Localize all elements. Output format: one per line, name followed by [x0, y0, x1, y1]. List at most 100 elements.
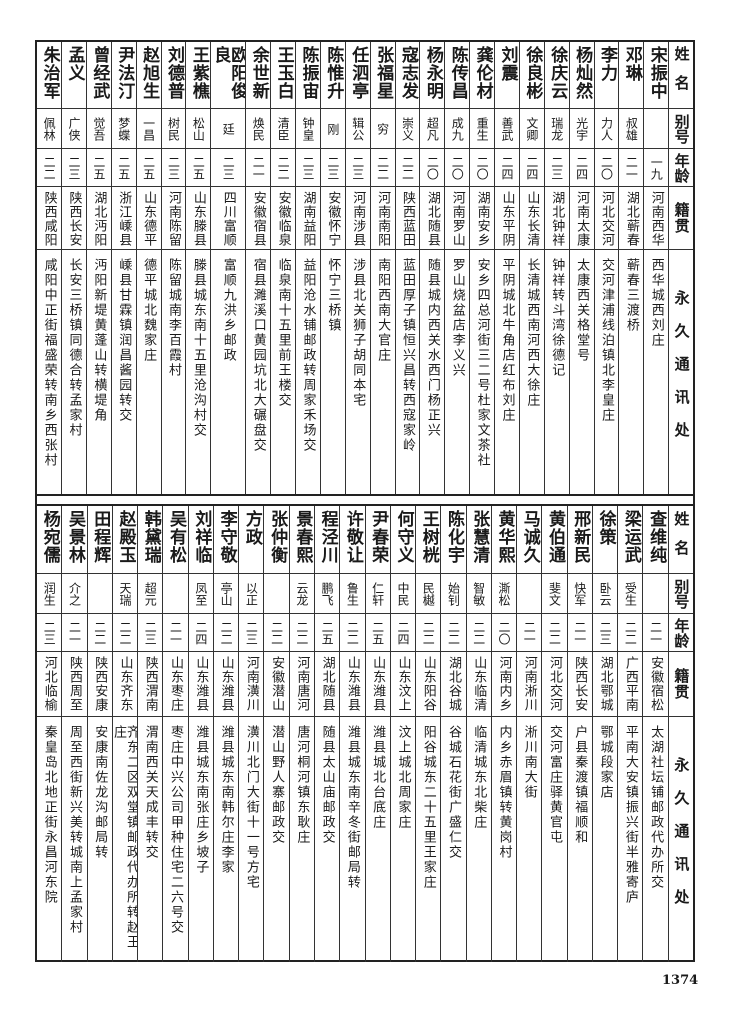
alias-cell: 清臣	[271, 109, 295, 149]
name-text: 程泾川	[317, 510, 338, 564]
name-cell: 陈传昌	[445, 42, 470, 109]
person-column: 徐良彬 文卿 二四 山东长清 长清城西南河西大徐庄	[518, 42, 544, 494]
age-cell: 二五	[111, 149, 136, 187]
address-text: 长清城西南河西大徐庄	[524, 258, 540, 408]
origin-text: 山东临清	[471, 656, 487, 712]
name-cell: 王紫樵	[186, 42, 211, 109]
origin-text: 河南淅川	[521, 656, 537, 712]
person-column: 孟义 广侠 二三 陕西长安 长安三桥镇同德合转孟家村	[61, 42, 86, 494]
alias-text: 光宇	[574, 116, 589, 141]
origin-text: 河北交河	[547, 656, 563, 712]
address-cell: 潍县城东南韩尔庄李家	[214, 717, 238, 962]
name-cell: 杨灿然	[569, 42, 594, 109]
person-column: 程泾川 鹏飞 二五 湖北随县 随县太山庙邮政交	[314, 506, 340, 962]
name-cell: 徐良彬	[519, 42, 544, 109]
age-cell: 二一	[619, 149, 644, 187]
alias-text: 亭山	[219, 581, 234, 606]
alias-cell	[264, 574, 289, 614]
age-cell: 二一	[517, 614, 542, 652]
age-text: 二一	[251, 155, 266, 180]
name-text: 曾经武	[89, 46, 110, 100]
name-text: 任泗亭	[348, 46, 369, 100]
person-column: 曾经武 觉吾 二五 湖北沔阳 沔阳新堤黄蓬山转横堤角	[85, 42, 111, 494]
header-age-cell: 年龄	[668, 614, 693, 652]
origin-cell: 河南陈留	[161, 187, 186, 250]
address-text: 宿县濉溪口黄园坑北大碾盘交	[250, 258, 266, 453]
age-text: 二五	[191, 155, 206, 180]
alias-cell: 广侠	[62, 109, 86, 149]
age-cell: 二二	[213, 614, 239, 652]
address-text: 西华城西刘庄	[648, 258, 664, 348]
origin-text: 河南西华	[648, 191, 664, 247]
name-text: 余世新	[248, 46, 269, 100]
name-cell: 赵殿玉	[112, 506, 138, 574]
person-column: 王紫樵 松山 二五 山东滕县 滕县城东南十五里沧沟村交	[185, 42, 211, 494]
age-text: 二二	[118, 620, 133, 645]
person-column: 赵殿玉 天瑞二二山东齐东齐东二区双堂镇邮政代办所转赵王庄	[111, 506, 138, 962]
age-cell: 二三	[320, 149, 345, 187]
table-divider	[37, 494, 693, 502]
age-text: 二三	[350, 155, 365, 180]
address-text: 齐东二区双堂镇邮政代办所转赵王庄	[112, 725, 138, 950]
alias-cell: 云龙	[289, 574, 315, 614]
name-text: 田程辉	[90, 510, 111, 564]
alias-cell: 光宇	[569, 109, 594, 149]
age-cell: 二二	[289, 614, 315, 652]
address-text: 南阳西南大官庄	[375, 258, 391, 363]
origin-text: 河南太康	[574, 191, 590, 247]
age-text: 二一	[648, 620, 663, 645]
age-cell: 二二	[264, 614, 289, 652]
age-cell: 二〇	[594, 149, 619, 187]
name-cell: 邢新民	[567, 506, 592, 574]
name-cell: 张慧清	[466, 506, 491, 574]
name-text: 梁运武	[620, 510, 641, 564]
origin-text: 山东齐东	[117, 656, 133, 712]
origin-text: 山东潍县	[218, 656, 234, 712]
address-cell: 交河富庄驿黄官屯	[542, 717, 566, 962]
origin-cell: 湖北蕲春	[619, 187, 644, 250]
name-text: 黄华熙	[494, 510, 515, 564]
person-column: 李力 力人 二〇 河北交河 交河津浦线泊镇北李皇庄	[593, 42, 619, 494]
address-cell: 益阳沧水铺邮政转周家禾场交	[296, 250, 320, 494]
origin-text: 山东平阴	[499, 191, 515, 247]
page-number: 1374	[662, 973, 699, 988]
alias-text: 梦蝶	[116, 116, 131, 141]
header-address-text: 永久通讯处	[672, 289, 691, 455]
address-text: 益阳沧水铺邮政转周家禾场交	[300, 258, 316, 453]
origin-text: 陕西周至	[66, 656, 82, 712]
name-text: 徐良彬	[522, 46, 543, 100]
name-cell: 任泗亭	[345, 42, 370, 109]
address-cell: 怀宁三桥镇	[321, 250, 345, 494]
origin-text: 陕西长安	[572, 656, 588, 712]
alias-text: 智敏	[471, 581, 486, 606]
origin-cell: 陕西周至	[62, 652, 87, 717]
address-cell: 秦皇岛北地正街永昌河东院	[37, 717, 61, 962]
age-cell: 二五	[315, 614, 340, 652]
person-column: 刘祥临 凤至 二四 山东潍县 潍县城东南张庄乡坡子	[187, 506, 213, 962]
alias-cell: 斐文	[542, 574, 567, 614]
address-cell: 富顺九洪乡邮政	[211, 250, 245, 494]
address-cell: 交河津浦线泊镇北李皇庄	[595, 250, 619, 494]
alias-cell: 刚	[320, 109, 345, 149]
origin-text: 山东潍县	[344, 656, 360, 712]
origin-cell: 湖北沔阳	[86, 187, 111, 250]
origin-text: 安徽宿县	[250, 191, 266, 247]
alias-cell: 成九	[445, 109, 470, 149]
age-text: 二二	[269, 620, 284, 645]
person-column: 吴有松 二一 山东枣庄 枣庄中兴公司甲种住宅二六号交	[162, 506, 188, 962]
alias-cell: 天瑞	[112, 574, 138, 614]
address-text: 安乡四总河街三二号杜家文茶社	[474, 258, 490, 468]
age-cell: 二〇	[491, 614, 517, 652]
person-column: 韩黛瑞 超元 二三 陕西渭南 渭南西关天成丰转交	[137, 506, 163, 962]
person-column: 杨永明 超凡 二〇 湖北随县 随县城内西关水西门杨正兴	[419, 42, 445, 494]
address-cell: 安康南佐龙沟邮局转	[88, 717, 112, 962]
origin-text: 湖北谷城	[445, 656, 461, 712]
age-cell: 二一	[62, 614, 87, 652]
address-cell: 周至西街新兴美转城南上孟家村	[62, 717, 86, 962]
name-cell: 何守义	[390, 506, 416, 574]
header-name-cell: 姓名	[669, 42, 693, 109]
alias-cell: 焕民	[246, 109, 271, 149]
person-column: 刘震 善武 二四 山东平阴 平阴城北牛角店红布刘庄	[494, 42, 519, 494]
address-cell: 陈留城南李百霞村	[162, 250, 186, 494]
origin-text: 河北临榆	[41, 656, 57, 712]
